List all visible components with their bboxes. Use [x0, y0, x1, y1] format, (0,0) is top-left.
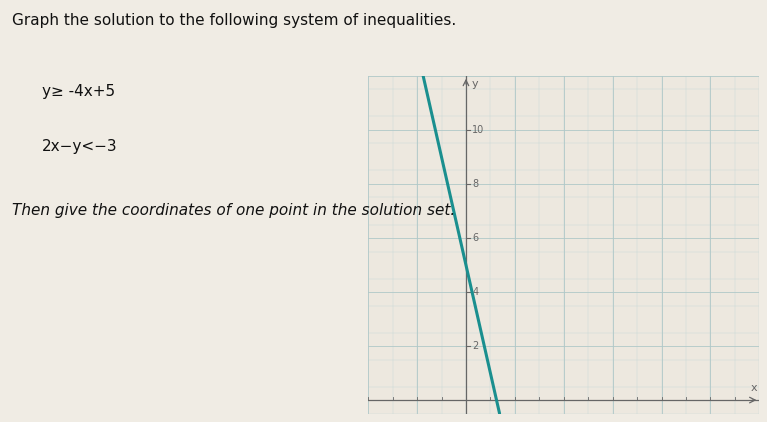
Text: Graph the solution to the following system of inequalities.: Graph the solution to the following syst…	[12, 13, 456, 28]
Text: 10: 10	[472, 125, 484, 135]
Text: x: x	[750, 383, 757, 393]
Text: 4: 4	[472, 287, 478, 297]
Text: 6: 6	[472, 233, 478, 243]
Text: 8: 8	[472, 179, 478, 189]
Text: Then give the coordinates of one point in the solution set.: Then give the coordinates of one point i…	[12, 203, 455, 218]
Text: 2x−y<−3: 2x−y<−3	[42, 139, 118, 154]
Text: 2: 2	[472, 341, 479, 351]
Text: y≥ -4x+5: y≥ -4x+5	[42, 84, 115, 100]
Text: y: y	[472, 78, 479, 89]
